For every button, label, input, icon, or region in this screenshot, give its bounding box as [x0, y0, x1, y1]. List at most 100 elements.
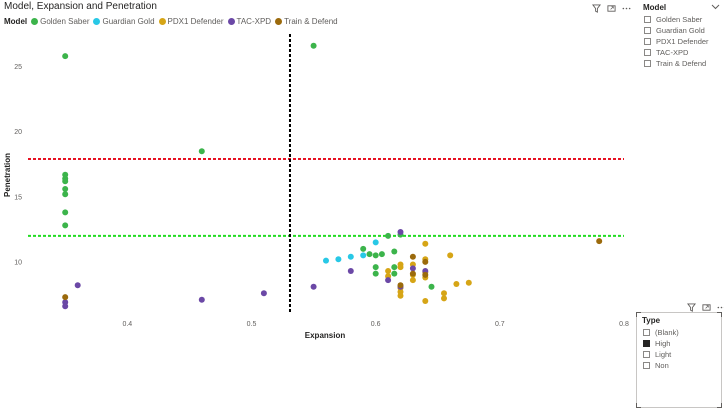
data-point[interactable]	[378, 251, 385, 258]
data-point[interactable]	[409, 265, 416, 272]
data-point[interactable]	[62, 53, 69, 60]
data-point[interactable]	[62, 303, 69, 310]
data-point[interactable]	[62, 178, 69, 185]
data-point[interactable]	[347, 253, 354, 260]
data-point[interactable]	[397, 229, 404, 235]
data-point[interactable]	[391, 264, 398, 271]
data-point[interactable]	[335, 256, 342, 263]
focus-mode-icon[interactable]	[606, 3, 616, 13]
data-point[interactable]	[62, 294, 69, 301]
data-point[interactable]	[62, 209, 69, 216]
data-point[interactable]	[366, 251, 373, 258]
chart-title: Model, Expansion and Penetration	[4, 1, 157, 12]
data-point[interactable]	[372, 252, 379, 259]
scatter-visual[interactable]: 0.4 0.5 0.6 0.7 0.8 10 15 20 25 Expansion Penet…	[0, 0, 632, 345]
checkbox[interactable]	[644, 38, 651, 45]
data-point[interactable]	[453, 281, 460, 287]
legend-item[interactable]: Golden Saber	[31, 17, 89, 26]
legend-item[interactable]: TAC-XPD	[227, 17, 271, 26]
type-slicer-item[interactable]: (Blank)	[637, 327, 721, 338]
model-slicer: Model Golden Saber Guardian Gold PDX1 Defe…	[638, 0, 724, 95]
data-point[interactable]	[409, 270, 416, 277]
checkbox[interactable]	[643, 340, 650, 347]
data-point[interactable]	[62, 186, 69, 192]
data-point[interactable]	[372, 264, 379, 271]
data-point[interactable]	[385, 232, 392, 239]
legend-item[interactable]: PDX1 Defender	[158, 17, 224, 26]
model-slicer-header[interactable]: Model	[638, 0, 724, 14]
y-axis-ticks: 10 15 20 25	[14, 64, 22, 266]
checkbox[interactable]	[643, 351, 650, 358]
data-point[interactable]	[397, 264, 404, 271]
legend-marker-icon	[227, 18, 235, 25]
data-point[interactable]	[385, 268, 392, 274]
data-point[interactable]	[441, 295, 447, 302]
data-point[interactable]	[397, 282, 404, 289]
data-point[interactable]	[428, 283, 435, 290]
model-slicer-item[interactable]: Train & Defend	[638, 58, 724, 69]
data-point[interactable]	[62, 222, 69, 229]
data-point[interactable]	[422, 298, 429, 304]
resize-handle-top-left[interactable]	[636, 312, 641, 317]
data-point[interactable]	[323, 257, 329, 264]
checkbox[interactable]	[643, 329, 650, 336]
filter-icon[interactable]	[591, 3, 601, 13]
more-options-icon[interactable]	[716, 302, 724, 312]
data-point[interactable]	[447, 252, 454, 259]
data-point[interactable]	[198, 296, 205, 303]
more-options-icon[interactable]	[621, 3, 631, 13]
data-point[interactable]	[347, 268, 354, 274]
type-slicer-item[interactable]: High	[637, 338, 721, 349]
model-slicer-item[interactable]: Guardian Gold	[638, 25, 724, 36]
model-slicer-item[interactable]: TAC-XPD	[638, 47, 724, 58]
checkbox[interactable]	[644, 49, 651, 56]
x-tick-label: 0.8	[619, 321, 629, 328]
model-slicer-item[interactable]: PDX1 Defender	[638, 36, 724, 47]
type-slicer-item[interactable]: Non	[637, 360, 721, 371]
data-point[interactable]	[360, 245, 367, 252]
checkbox[interactable]	[644, 60, 651, 67]
type-slicer-header[interactable]: Type	[637, 313, 721, 327]
data-point[interactable]	[409, 253, 416, 260]
visual-header-icons	[591, 3, 631, 13]
data-point[interactable]	[74, 282, 81, 289]
slicer-item-label: Light	[655, 350, 672, 359]
data-point[interactable]	[372, 239, 379, 246]
checkbox[interactable]	[643, 362, 650, 369]
data-point[interactable]	[310, 42, 317, 49]
resize-handle-bottom-right[interactable]	[717, 403, 722, 408]
data-point[interactable]	[422, 258, 429, 265]
data-point[interactable]	[62, 191, 69, 198]
focus-mode-icon[interactable]	[701, 302, 711, 312]
checkbox[interactable]	[644, 16, 651, 23]
checkbox[interactable]	[644, 27, 651, 34]
data-point[interactable]	[397, 292, 404, 299]
data-point[interactable]	[422, 240, 429, 247]
data-point[interactable]	[441, 290, 447, 297]
data-point[interactable]	[198, 148, 205, 155]
model-slicer-title: Model	[643, 3, 667, 12]
resize-handle-bottom-left[interactable]	[636, 403, 641, 408]
data-point[interactable]	[596, 238, 603, 245]
legend-label: PDX1 Defender	[167, 17, 224, 26]
data-point[interactable]	[391, 248, 398, 255]
model-slicer-item[interactable]: Golden Saber	[638, 14, 724, 25]
resize-handle-top-right[interactable]	[717, 312, 722, 317]
data-point[interactable]	[465, 279, 472, 286]
data-point[interactable]	[310, 283, 317, 290]
type-slicer-item[interactable]: Light	[637, 349, 721, 360]
slicer-item-label: Golden Saber	[656, 15, 703, 24]
legend-item[interactable]: Guardian Gold	[93, 17, 155, 26]
data-point[interactable]	[260, 290, 267, 297]
legend-item[interactable]: Train & Defend	[275, 17, 338, 26]
chevron-down-icon[interactable]	[711, 3, 720, 12]
data-point[interactable]	[422, 271, 429, 278]
data-point[interactable]	[385, 277, 392, 284]
filter-icon[interactable]	[686, 302, 696, 312]
legend-marker-icon	[31, 18, 39, 25]
data-point[interactable]	[372, 270, 379, 277]
data-point[interactable]	[409, 277, 416, 284]
data-point[interactable]	[391, 270, 398, 277]
type-slicer: Type (Blank) High Light Non	[636, 312, 722, 408]
data-point[interactable]	[360, 252, 367, 259]
